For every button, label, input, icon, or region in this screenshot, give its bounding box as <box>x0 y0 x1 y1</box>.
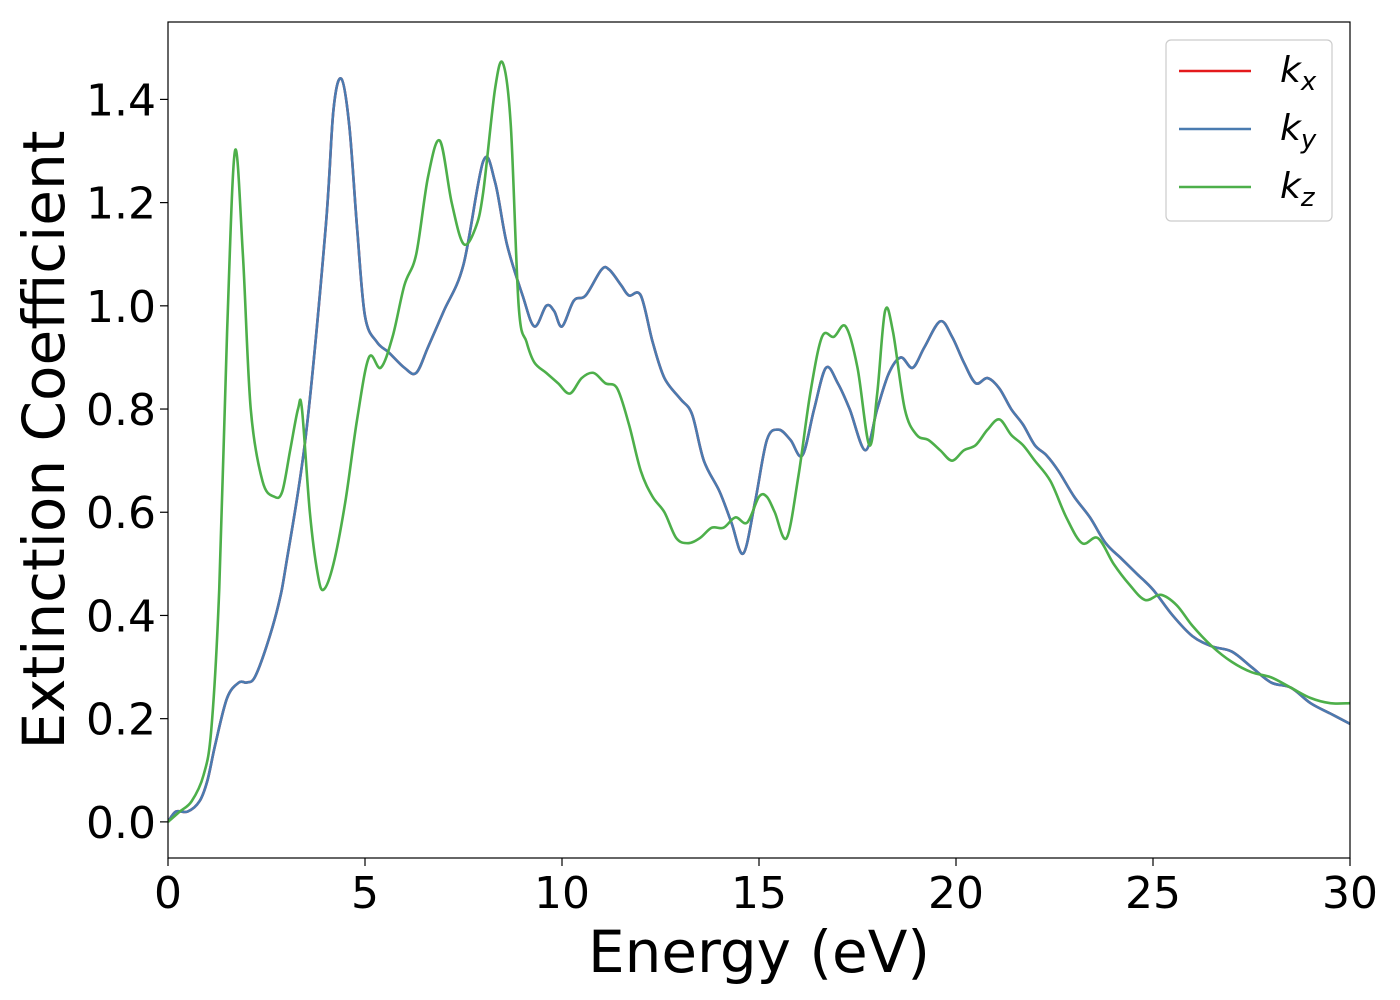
legend-label-subscript: z <box>1300 183 1316 213</box>
series-layer <box>168 60 1350 823</box>
legend-label-subscript: y <box>1300 125 1317 155</box>
x-tick-label: 20 <box>928 868 984 919</box>
legend-label-subscript: x <box>1300 67 1317 97</box>
legend-label-base: k <box>1280 50 1303 91</box>
y-axis-title: Extinction Coefficient <box>10 131 78 750</box>
legend-box <box>1165 39 1333 222</box>
legend-label-kz: kz <box>1280 166 1316 213</box>
plot-background <box>168 22 1350 858</box>
legend-label-base: k <box>1280 166 1303 207</box>
x-axis-title: Energy (eV) <box>588 918 930 986</box>
y-axis: 0.0 0.2 0.4 0.6 0.8 1.0 1.2 1.4 <box>86 75 168 849</box>
x-tick-label: 25 <box>1125 868 1181 919</box>
y-tick-label: 1.2 <box>86 179 156 230</box>
legend-label-ky: ky <box>1280 108 1317 155</box>
y-tick-label: 1.4 <box>86 75 156 126</box>
y-tick-label: 0.2 <box>86 695 156 746</box>
y-tick-label: 0.0 <box>86 798 156 849</box>
x-tick-label: 0 <box>154 868 182 919</box>
x-tick-label: 15 <box>731 868 787 919</box>
legend-label-base: k <box>1280 108 1303 149</box>
x-tick-label: 10 <box>534 868 590 919</box>
x-axis: 0 5 10 15 20 25 30 <box>154 858 1378 919</box>
legend-label-kx: kx <box>1280 50 1317 97</box>
series-line-ky <box>168 77 1350 823</box>
y-tick-label: 0.6 <box>86 488 156 539</box>
series-line-kz <box>168 60 1350 823</box>
x-tick-label: 5 <box>351 868 379 919</box>
y-tick-label: 1.0 <box>86 282 156 333</box>
y-tick-label: 0.4 <box>86 591 156 642</box>
x-tick-label: 30 <box>1322 868 1378 919</box>
y-tick-label: 0.8 <box>86 385 156 436</box>
